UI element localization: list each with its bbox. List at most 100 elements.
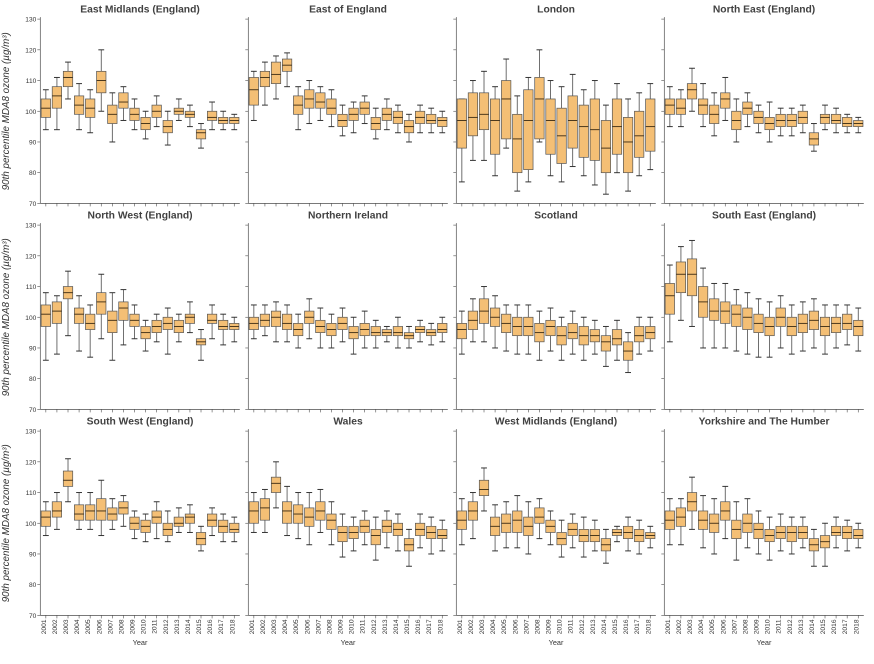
svg-text:2014: 2014 [601,619,608,634]
svg-text:90th percentile MDA8 ozone (µg: 90th percentile MDA8 ozone (µg/m³) [1,444,12,602]
svg-text:80: 80 [29,376,37,383]
svg-text:2008: 2008 [742,619,749,634]
svg-text:2012: 2012 [579,619,586,634]
svg-text:2002: 2002 [52,619,59,634]
svg-text:West Midlands (England): West Midlands (England) [495,417,617,428]
svg-text:2015: 2015 [612,619,619,634]
svg-text:2011: 2011 [360,619,367,634]
svg-text:2003: 2003 [271,619,278,634]
svg-text:2010: 2010 [141,619,148,634]
svg-text:90th percentile MDA8 ozone (µg: 90th percentile MDA8 ozone (µg/m³) [1,32,12,190]
svg-text:2003: 2003 [687,619,694,634]
svg-text:2009: 2009 [546,619,553,634]
svg-text:90: 90 [29,551,37,558]
svg-text:2005: 2005 [501,619,508,634]
svg-text:2009: 2009 [338,619,345,634]
svg-text:2005: 2005 [293,619,300,634]
svg-text:2008: 2008 [534,619,541,634]
svg-text:2009: 2009 [754,619,761,634]
svg-text:2013: 2013 [174,619,181,634]
svg-text:90th percentile MDA8 ozone (µg: 90th percentile MDA8 ozone (µg/m³) [1,238,12,396]
svg-text:110: 110 [26,78,37,85]
svg-text:2013: 2013 [382,619,389,634]
svg-text:2007: 2007 [731,619,738,634]
svg-text:2009: 2009 [130,619,137,634]
svg-text:90: 90 [29,345,37,352]
svg-text:130: 130 [25,17,36,24]
svg-text:2014: 2014 [809,619,816,634]
svg-text:Year: Year [133,638,148,647]
svg-text:2007: 2007 [107,619,114,634]
svg-text:Northern Ireland: Northern Ireland [308,211,388,222]
svg-text:130: 130 [25,429,36,436]
svg-text:2013: 2013 [590,619,597,634]
svg-text:2018: 2018 [853,619,860,634]
svg-text:2011: 2011 [152,619,159,634]
svg-text:2001: 2001 [41,619,48,634]
svg-text:120: 120 [25,253,36,260]
svg-text:2007: 2007 [315,619,322,634]
svg-text:2001: 2001 [457,619,464,634]
svg-text:2005: 2005 [85,619,92,634]
svg-text:Year: Year [549,638,564,647]
svg-text:120: 120 [25,459,36,466]
svg-text:2007: 2007 [523,619,530,634]
svg-text:2004: 2004 [74,619,81,634]
svg-text:2017: 2017 [842,619,849,634]
svg-text:2001: 2001 [665,619,672,634]
svg-text:2001: 2001 [249,619,256,634]
svg-text:2003: 2003 [63,619,70,634]
svg-text:2012: 2012 [787,619,794,634]
svg-text:2006: 2006 [720,619,727,634]
svg-text:Year: Year [757,638,772,647]
svg-text:2012: 2012 [371,619,378,634]
svg-text:2008: 2008 [118,619,125,634]
svg-text:2002: 2002 [468,619,475,634]
svg-text:Wales: Wales [333,417,363,428]
svg-text:120: 120 [25,47,36,54]
svg-text:90: 90 [29,139,37,146]
svg-text:110: 110 [26,490,37,497]
svg-text:2004: 2004 [490,619,497,634]
svg-text:2010: 2010 [349,619,356,634]
svg-text:2002: 2002 [676,619,683,634]
svg-text:Year: Year [341,638,356,647]
svg-text:South East (England): South East (England) [712,211,816,222]
svg-text:2004: 2004 [282,619,289,634]
svg-text:130: 130 [25,223,36,230]
svg-text:2006: 2006 [304,619,311,634]
svg-text:2011: 2011 [776,619,783,634]
svg-text:2014: 2014 [185,619,192,634]
svg-text:2010: 2010 [557,619,564,634]
svg-text:North East (England): North East (England) [713,5,815,16]
svg-text:2014: 2014 [393,619,400,634]
svg-text:80: 80 [29,582,37,589]
svg-text:London: London [537,5,575,16]
svg-text:Scotland: Scotland [534,211,577,222]
svg-text:2005: 2005 [709,619,716,634]
svg-text:2016: 2016 [831,619,838,634]
svg-text:North West (England): North West (England) [88,211,193,222]
svg-text:100: 100 [25,315,36,322]
svg-text:East Midlands (England): East Midlands (England) [80,5,200,16]
svg-text:2015: 2015 [820,619,827,634]
svg-text:110: 110 [26,284,37,291]
svg-text:2010: 2010 [765,619,772,634]
svg-text:2003: 2003 [479,619,486,634]
svg-text:2004: 2004 [698,619,705,634]
svg-text:80: 80 [29,170,37,177]
svg-text:Yorkshire and The Humber: Yorkshire and The Humber [699,417,830,428]
svg-text:2008: 2008 [326,619,333,634]
svg-text:2015: 2015 [404,619,411,634]
svg-text:2006: 2006 [512,619,519,634]
svg-text:2012: 2012 [163,619,170,634]
svg-text:100: 100 [25,521,36,528]
svg-text:2015: 2015 [196,619,203,634]
svg-text:South West (England): South West (England) [87,417,194,428]
svg-text:East of England: East of England [309,5,387,16]
svg-text:2002: 2002 [260,619,267,634]
svg-text:70: 70 [29,613,37,620]
svg-text:2013: 2013 [798,619,805,634]
svg-text:2011: 2011 [568,619,575,634]
svg-text:2006: 2006 [96,619,103,634]
